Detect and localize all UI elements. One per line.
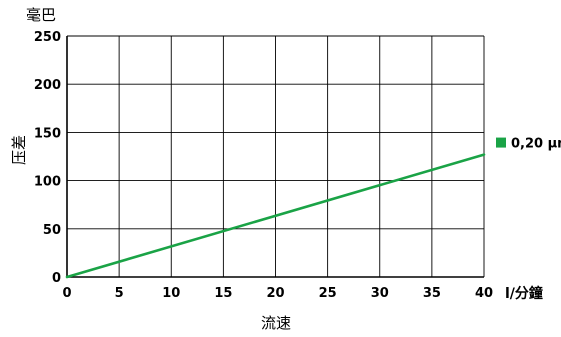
x-tick-labels: 0 5 10 15 20 25 30 35 40 [62,286,493,301]
x-tick-label: 5 [115,286,124,301]
y-tick-label: 250 [34,30,61,45]
x-tick-label: 35 [423,286,441,301]
x-tick-label: 40 [475,286,493,301]
x-tick-label: 15 [214,286,232,301]
x-tick-label: 0 [62,286,71,301]
y-tick-labels: 0 50 100 150 200 250 [34,30,61,286]
x-tick-label: 10 [162,286,180,301]
legend-swatch [496,137,506,148]
series-line [65,153,486,279]
x-unit-label: l/分鐘 [505,285,543,302]
series [65,153,486,279]
grid [66,35,485,278]
y-tick-label: 50 [43,223,61,238]
y-unit-label: 毫巴 [26,6,56,24]
x-tick-label: 30 [371,286,389,301]
x-axis-title: 流速 [261,314,291,332]
x-tick-label: 25 [319,286,337,301]
legend-label: 0,20 µm [511,137,561,152]
y-tick-label: 150 [34,126,61,141]
axes: 毫巴 压差 l/分鐘 流速 [10,6,543,332]
y-tick-label: 100 [34,175,61,190]
legend: 0,20 µm [496,137,561,152]
y-tick-label: 200 [34,78,61,93]
y-tick-label: 0 [52,271,61,286]
y-axis-title: 压差 [10,135,28,165]
x-tick-label: 20 [266,286,284,301]
